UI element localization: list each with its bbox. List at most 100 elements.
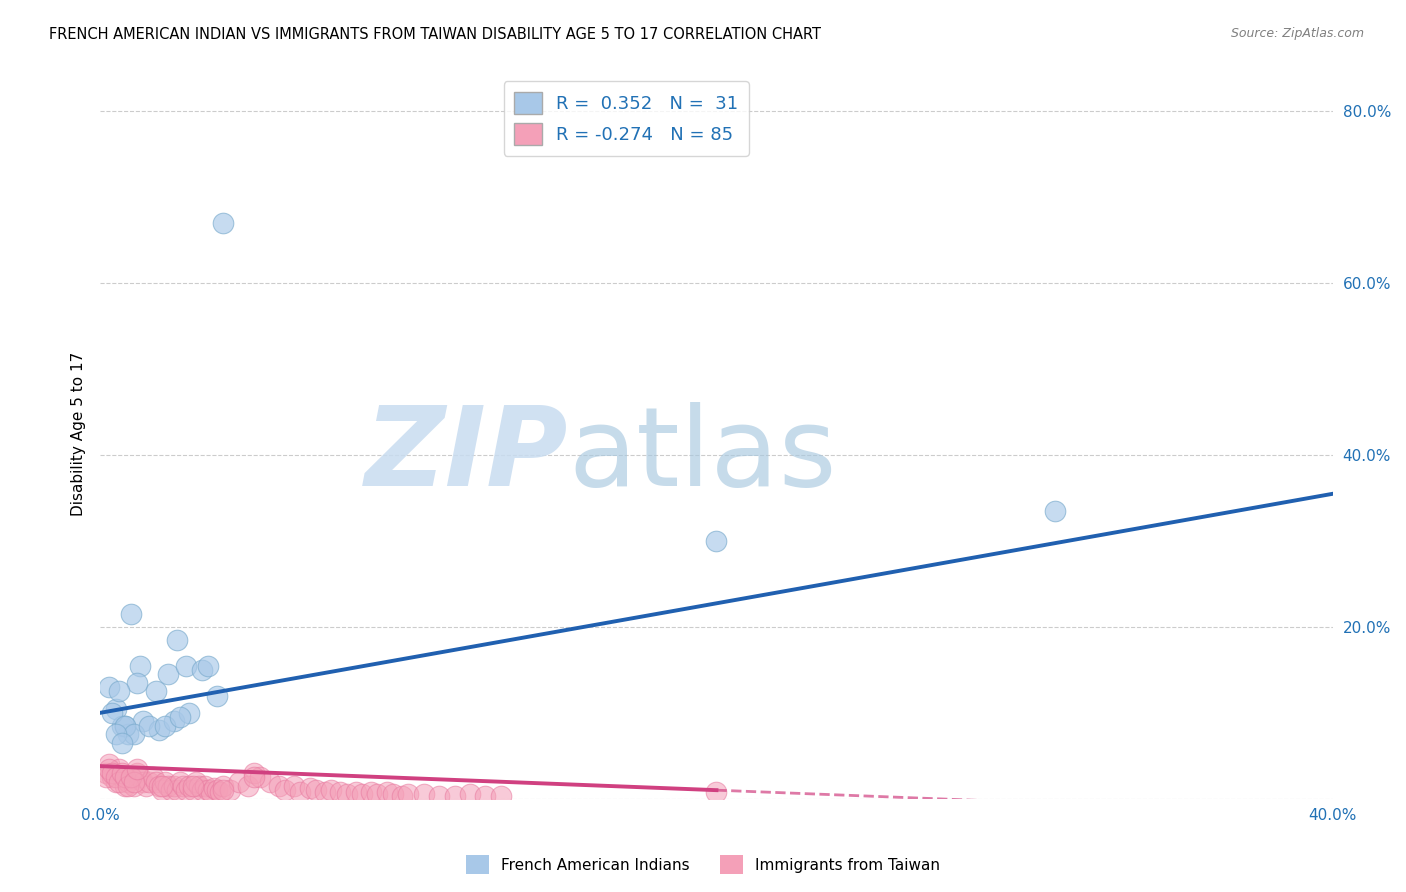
Point — [98, 762, 121, 776]
Point — [209, 785, 232, 799]
Point — [212, 783, 235, 797]
Point — [474, 789, 496, 804]
Point — [153, 774, 176, 789]
Point — [122, 774, 145, 789]
Point — [98, 680, 121, 694]
Point — [101, 706, 124, 720]
Point — [120, 770, 142, 784]
Point — [111, 766, 134, 780]
Point — [163, 714, 186, 729]
Point — [111, 736, 134, 750]
Point — [179, 779, 201, 793]
Point — [101, 766, 124, 780]
Point — [187, 779, 209, 793]
Point — [344, 785, 367, 799]
Point — [249, 770, 271, 784]
Point — [194, 779, 217, 793]
Point — [305, 783, 328, 797]
Point — [290, 785, 312, 799]
Point — [122, 779, 145, 793]
Point — [489, 789, 512, 804]
Point — [98, 757, 121, 772]
Point — [179, 706, 201, 720]
Point — [267, 779, 290, 793]
Point — [141, 770, 163, 784]
Point — [283, 779, 305, 793]
Point — [172, 779, 194, 793]
Point — [391, 789, 413, 804]
Point — [145, 684, 167, 698]
Point — [298, 781, 321, 796]
Point — [1045, 504, 1067, 518]
Point — [104, 727, 127, 741]
Point — [145, 774, 167, 789]
Text: atlas: atlas — [568, 402, 837, 509]
Point — [156, 779, 179, 793]
Point — [236, 779, 259, 793]
Point — [169, 774, 191, 789]
Legend: R =  0.352   N =  31, R = -0.274   N = 85: R = 0.352 N = 31, R = -0.274 N = 85 — [503, 81, 749, 156]
Text: ZIP: ZIP — [366, 402, 568, 509]
Point — [228, 774, 250, 789]
Point — [706, 534, 728, 549]
Point — [138, 774, 160, 789]
Point — [111, 719, 134, 733]
Point — [412, 788, 434, 802]
Point — [169, 710, 191, 724]
Point — [163, 779, 186, 793]
Point — [111, 770, 134, 784]
Point — [104, 701, 127, 715]
Point — [160, 783, 183, 797]
Point — [443, 789, 465, 804]
Point — [96, 770, 118, 784]
Point — [96, 766, 118, 780]
Point — [114, 719, 136, 733]
Point — [120, 607, 142, 621]
Point — [127, 762, 149, 776]
Point — [181, 783, 204, 797]
Point — [107, 762, 129, 776]
Point — [191, 663, 214, 677]
Text: FRENCH AMERICAN INDIAN VS IMMIGRANTS FROM TAIWAN DISABILITY AGE 5 TO 17 CORRELAT: FRENCH AMERICAN INDIAN VS IMMIGRANTS FRO… — [49, 27, 821, 42]
Point — [243, 770, 266, 784]
Point — [117, 727, 139, 741]
Point — [352, 788, 374, 802]
Point — [197, 658, 219, 673]
Point — [191, 783, 214, 797]
Point — [176, 783, 198, 797]
Point — [321, 783, 343, 797]
Point — [150, 779, 173, 793]
Point — [135, 779, 157, 793]
Point — [132, 774, 155, 789]
Point — [375, 785, 398, 799]
Point — [153, 719, 176, 733]
Point — [243, 766, 266, 780]
Point — [132, 714, 155, 729]
Point — [329, 785, 352, 799]
Point — [148, 723, 170, 737]
Point — [107, 774, 129, 789]
Point — [212, 779, 235, 793]
Point — [166, 632, 188, 647]
Point — [184, 774, 207, 789]
Point — [127, 675, 149, 690]
Point — [396, 788, 419, 802]
Point — [458, 788, 481, 802]
Point — [207, 783, 229, 797]
Legend: French American Indians, Immigrants from Taiwan: French American Indians, Immigrants from… — [460, 849, 946, 880]
Point — [366, 788, 388, 802]
Point — [104, 770, 127, 784]
Point — [104, 774, 127, 789]
Point — [107, 684, 129, 698]
Point — [176, 658, 198, 673]
Point — [202, 781, 225, 796]
Point — [207, 689, 229, 703]
Point — [212, 216, 235, 230]
Point — [114, 719, 136, 733]
Point — [156, 667, 179, 681]
Y-axis label: Disability Age 5 to 17: Disability Age 5 to 17 — [72, 351, 86, 516]
Point — [127, 766, 149, 780]
Point — [200, 785, 222, 799]
Point — [197, 783, 219, 797]
Text: Source: ZipAtlas.com: Source: ZipAtlas.com — [1230, 27, 1364, 40]
